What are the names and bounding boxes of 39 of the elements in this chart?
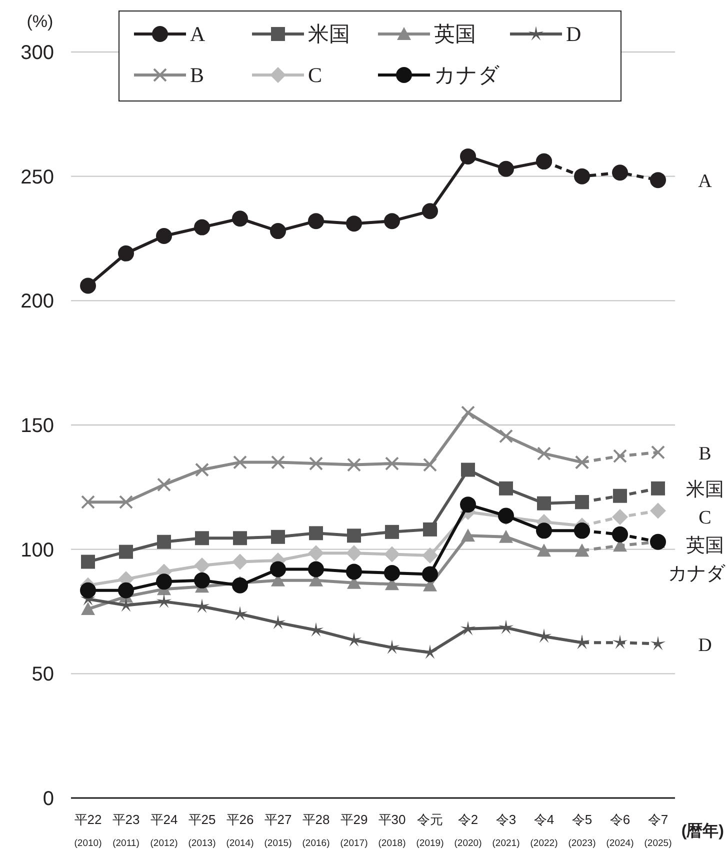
x-tick-label: 平26 (2014) bbox=[226, 812, 254, 849]
text: 米国 bbox=[686, 479, 724, 500]
y-tick-label: 200 bbox=[20, 290, 54, 313]
legend-label: B bbox=[190, 63, 204, 87]
x-tick-label: 令6 (2024) bbox=[606, 812, 634, 849]
text: 英国 bbox=[686, 535, 724, 556]
x-tick-label: 令3 (2021) bbox=[492, 812, 520, 849]
y-tick-label: 250 bbox=[20, 166, 54, 188]
legend-label: カナダ bbox=[434, 63, 500, 87]
legend-label: A bbox=[190, 22, 206, 46]
y-tick-label: 300 bbox=[20, 42, 54, 64]
text: D bbox=[698, 634, 712, 656]
y-tick-label: 100 bbox=[20, 539, 54, 562]
x-tick-label: 平25 (2013) bbox=[188, 812, 216, 849]
x-tick-label: 令2 (2020) bbox=[454, 812, 482, 849]
x-tick-label: 平28 (2016) bbox=[302, 812, 330, 849]
text: B bbox=[698, 443, 712, 464]
x-tick-label: 平24 (2012) bbox=[150, 812, 178, 849]
text: カナダ bbox=[668, 563, 725, 584]
text: C bbox=[698, 507, 712, 528]
x-tick-label: 令7 (2025) bbox=[644, 812, 672, 849]
legend-label: D bbox=[566, 22, 582, 46]
legend-label: 英国 bbox=[434, 22, 476, 46]
x-tick-label: 平30 (2018) bbox=[378, 812, 406, 849]
y-tick-label: 0 bbox=[42, 788, 54, 810]
x-tick-label: 平22 (2010) bbox=[74, 812, 102, 849]
x-tick-label: 令元 (2019) bbox=[416, 812, 444, 849]
x-tick-label: 平29 (2017) bbox=[340, 812, 368, 849]
x-tick-label: 平23 (2011) bbox=[112, 812, 140, 849]
legend-label: 米国 bbox=[308, 22, 350, 46]
y-axis-title: (%) bbox=[26, 12, 54, 31]
y-tick-label: 150 bbox=[20, 415, 54, 437]
y-tick-label: 50 bbox=[32, 664, 54, 686]
x-tick-label: 平27 (2015) bbox=[264, 812, 292, 849]
text: A bbox=[698, 171, 712, 192]
x-axis-title: (暦年) bbox=[681, 822, 724, 840]
legend-label: C bbox=[308, 63, 322, 87]
x-tick-label: 令4 (2022) bbox=[530, 812, 558, 849]
x-tick-label: 令5 (2023) bbox=[568, 812, 596, 849]
